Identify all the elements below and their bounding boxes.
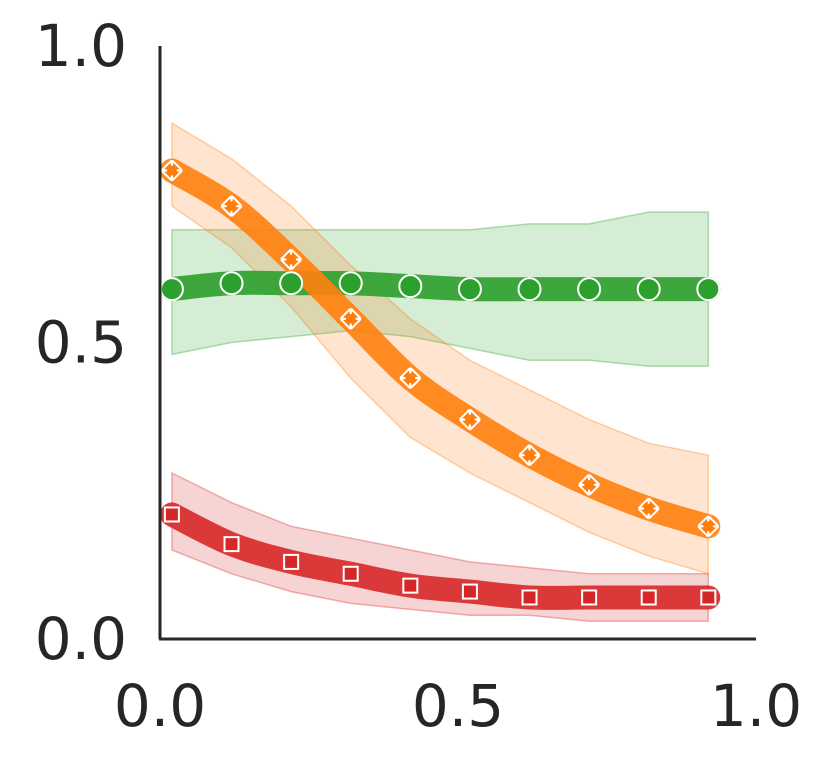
data-point <box>340 308 362 330</box>
data-point <box>577 277 602 302</box>
data-point <box>636 277 661 302</box>
data-point <box>399 367 421 389</box>
data-point <box>279 271 304 296</box>
series-markers <box>159 159 721 606</box>
series-line-2 <box>159 502 721 610</box>
data-point <box>459 409 481 431</box>
data-point <box>220 195 243 217</box>
data-point <box>159 277 184 302</box>
data-point <box>578 474 600 496</box>
data-point <box>223 536 240 553</box>
data-point <box>283 553 300 570</box>
series-line-1 <box>159 158 721 539</box>
data-point <box>638 497 660 520</box>
data-point <box>280 248 302 271</box>
y-tick-labels: 0.0 0.5 1.0 <box>35 12 127 673</box>
data-point <box>219 271 244 296</box>
series-line-0 <box>159 270 721 302</box>
data-point <box>398 274 423 299</box>
data-point <box>700 589 717 606</box>
series-lines <box>159 158 721 610</box>
y-tick-label: 0.5 <box>35 309 127 377</box>
data-point <box>697 515 719 537</box>
data-point <box>163 506 180 523</box>
data-point <box>518 444 541 466</box>
x-tick-label: 0.0 <box>114 672 206 740</box>
data-point <box>521 589 538 606</box>
data-point <box>161 159 183 182</box>
data-point <box>338 271 363 296</box>
confidence-band-2 <box>171 471 710 622</box>
data-point <box>640 589 657 606</box>
data-point <box>461 583 478 600</box>
data-point <box>517 277 542 302</box>
data-point <box>342 565 359 582</box>
x-tick-label: 1.0 <box>710 672 802 740</box>
data-point <box>696 277 721 302</box>
data-point <box>402 577 419 594</box>
data-point <box>457 277 482 302</box>
data-point <box>581 589 598 606</box>
x-tick-label: 0.5 <box>412 672 504 740</box>
y-tick-label: 1.0 <box>35 12 127 80</box>
x-tick-labels: 0.0 0.5 1.0 <box>114 672 802 740</box>
y-tick-label: 0.0 <box>35 605 127 673</box>
